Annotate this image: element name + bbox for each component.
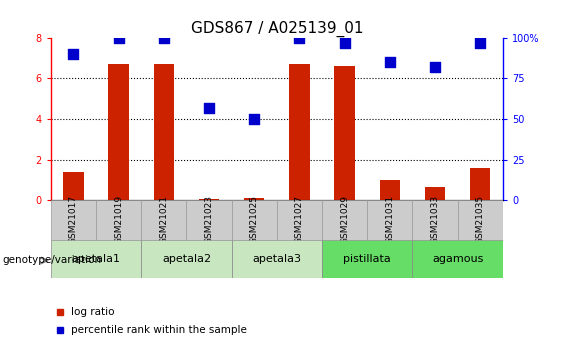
Bar [277,200,322,240]
Text: apetala2: apetala2 [162,254,211,264]
Point [114,35,123,41]
Bar [322,200,367,240]
Bar [425,187,445,200]
Point [69,51,78,57]
Text: GSM21027: GSM21027 [295,195,304,245]
Bar [154,64,174,200]
Text: GSM21021: GSM21021 [159,195,168,245]
Bar [232,200,277,240]
Text: GSM21023: GSM21023 [205,195,214,245]
Bar [141,200,186,240]
Text: agamous: agamous [432,254,483,264]
Title: GDS867 / A025139_01: GDS867 / A025139_01 [190,20,363,37]
Bar [470,168,490,200]
Bar [289,64,310,200]
Text: GSM21035: GSM21035 [476,195,485,245]
Point [340,40,349,46]
Point [205,105,214,110]
Text: genotype/variation: genotype/variation [3,256,102,265]
Bar [380,180,400,200]
Bar [412,240,503,278]
Bar [367,200,412,240]
Point [295,35,304,41]
Bar [51,240,141,278]
Bar [108,64,129,200]
Text: log ratio: log ratio [71,307,115,317]
Text: GSM21031: GSM21031 [385,195,394,245]
Text: GSM21029: GSM21029 [340,195,349,245]
Point [159,35,168,41]
Text: GSM21025: GSM21025 [250,195,259,245]
Text: percentile rank within the sample: percentile rank within the sample [71,325,247,335]
Bar [199,199,219,200]
Bar [322,240,412,278]
Bar [244,198,264,200]
Point [385,60,394,65]
Bar [458,200,503,240]
Bar [334,66,355,200]
Point [250,116,259,122]
Bar [412,200,458,240]
Text: pistillata: pistillata [344,254,391,264]
Bar [63,172,84,200]
Point [476,40,485,46]
Bar [141,240,232,278]
Bar [96,200,141,240]
Point [431,65,440,70]
Text: apetala3: apetala3 [253,254,301,264]
Bar [186,200,232,240]
Text: GSM21019: GSM21019 [114,195,123,245]
Text: GSM21017: GSM21017 [69,195,78,245]
Text: apetala1: apetala1 [72,254,120,264]
Bar [51,200,96,240]
Text: GSM21033: GSM21033 [431,195,440,245]
Bar [232,240,322,278]
